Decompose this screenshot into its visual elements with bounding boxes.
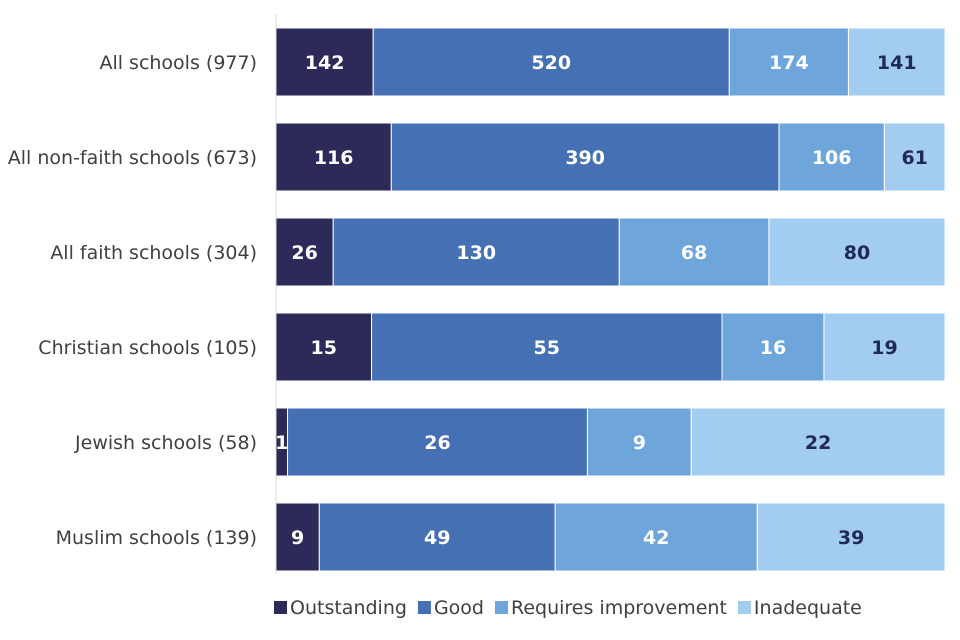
category-label-all-schools-977: All schools (977) <box>99 52 257 74</box>
data-label-requires-improvement-all-schools-977: 174 <box>769 52 809 74</box>
legend-swatch-inadequate <box>737 601 751 614</box>
bar-inadequate-all-faith-schools-304 <box>768 217 946 287</box>
data-label-inadequate-all-non-faith-schools-673: 61 <box>901 147 927 169</box>
data-label-inadequate-jewish-schools-58: 22 <box>805 432 831 454</box>
bar-requires-improvement-all-non-faith-schools-673 <box>778 122 885 192</box>
category-label-muslim-schools-139: Muslim schools (139) <box>56 527 257 549</box>
category-label-all-non-faith-schools-673: All non-faith schools (673) <box>8 147 257 169</box>
data-label-inadequate-muslim-schools-139: 39 <box>838 527 864 549</box>
data-label-good-all-non-faith-schools-673: 390 <box>565 147 605 169</box>
bar-good-muslim-schools-139 <box>318 502 556 572</box>
data-label-good-all-faith-schools-304: 130 <box>456 242 496 264</box>
legend-label-requires-improvement: Requires improvement <box>511 597 727 619</box>
data-label-requires-improvement-all-faith-schools-304: 68 <box>681 242 707 264</box>
legend-label-outstanding: Outstanding <box>290 597 407 619</box>
data-label-outstanding-all-faith-schools-304: 26 <box>291 242 317 264</box>
bar-inadequate-all-non-faith-schools-673 <box>883 122 946 192</box>
legend-label-good: Good <box>434 597 484 619</box>
data-label-outstanding-muslim-schools-139: 9 <box>291 527 304 549</box>
data-label-inadequate-all-faith-schools-304: 80 <box>844 242 870 264</box>
data-label-outstanding-all-schools-977: 142 <box>305 52 345 74</box>
bar-good-all-non-faith-schools-673 <box>390 122 780 192</box>
data-label-good-jewish-schools-58: 26 <box>424 432 450 454</box>
data-label-inadequate-all-schools-977: 141 <box>877 52 917 74</box>
data-label-outstanding-jewish-schools-58: 1 <box>275 432 288 454</box>
category-label-jewish-schools-58: Jewish schools (58) <box>74 432 257 454</box>
data-label-requires-improvement-all-non-faith-schools-673: 106 <box>812 147 852 169</box>
bar-requires-improvement-all-schools-977 <box>728 27 849 97</box>
legend-swatch-good <box>417 601 431 614</box>
bar-outstanding-all-non-faith-schools-673 <box>275 122 392 192</box>
legend-label-inadequate: Inadequate <box>754 597 862 619</box>
data-label-outstanding-christian-schools-105: 15 <box>311 337 337 359</box>
data-label-good-all-schools-977: 520 <box>531 52 571 74</box>
data-label-requires-improvement-christian-schools-105: 16 <box>760 337 786 359</box>
data-label-requires-improvement-jewish-schools-58: 9 <box>633 432 646 454</box>
bar-inadequate-muslim-schools-139 <box>756 502 946 572</box>
category-label-all-faith-schools-304: All faith schools (304) <box>50 242 257 264</box>
data-label-outstanding-all-non-faith-schools-673: 116 <box>314 147 354 169</box>
bar-good-christian-schools-105 <box>371 312 723 382</box>
bar-outstanding-all-schools-977 <box>275 27 374 97</box>
bar-good-all-faith-schools-304 <box>332 217 620 287</box>
data-label-inadequate-christian-schools-105: 19 <box>871 337 897 359</box>
legend-swatch-requires-improvement <box>494 601 508 614</box>
bar-requires-improvement-jewish-schools-58 <box>586 407 692 477</box>
data-label-requires-improvement-muslim-schools-139: 42 <box>643 527 669 549</box>
bar-inadequate-all-schools-977 <box>847 27 946 97</box>
legend-swatch-outstanding <box>274 601 287 614</box>
data-label-good-muslim-schools-139: 49 <box>424 527 450 549</box>
data-label-good-christian-schools-105: 55 <box>534 337 560 359</box>
bar-inadequate-jewish-schools-58 <box>690 407 946 477</box>
bar-inadequate-christian-schools-105 <box>823 312 946 382</box>
bar-outstanding-christian-schools-105 <box>275 312 373 382</box>
legend: Outstanding Good Requires improvement Inade… <box>274 597 862 619</box>
category-label-christian-schools-105: Christian schools (105) <box>38 337 257 359</box>
bar-requires-improvement-muslim-schools-139 <box>554 502 758 572</box>
category-labels: All schools (977) All non-faith schools (… <box>8 52 257 549</box>
bar-good-all-schools-977 <box>372 27 730 97</box>
